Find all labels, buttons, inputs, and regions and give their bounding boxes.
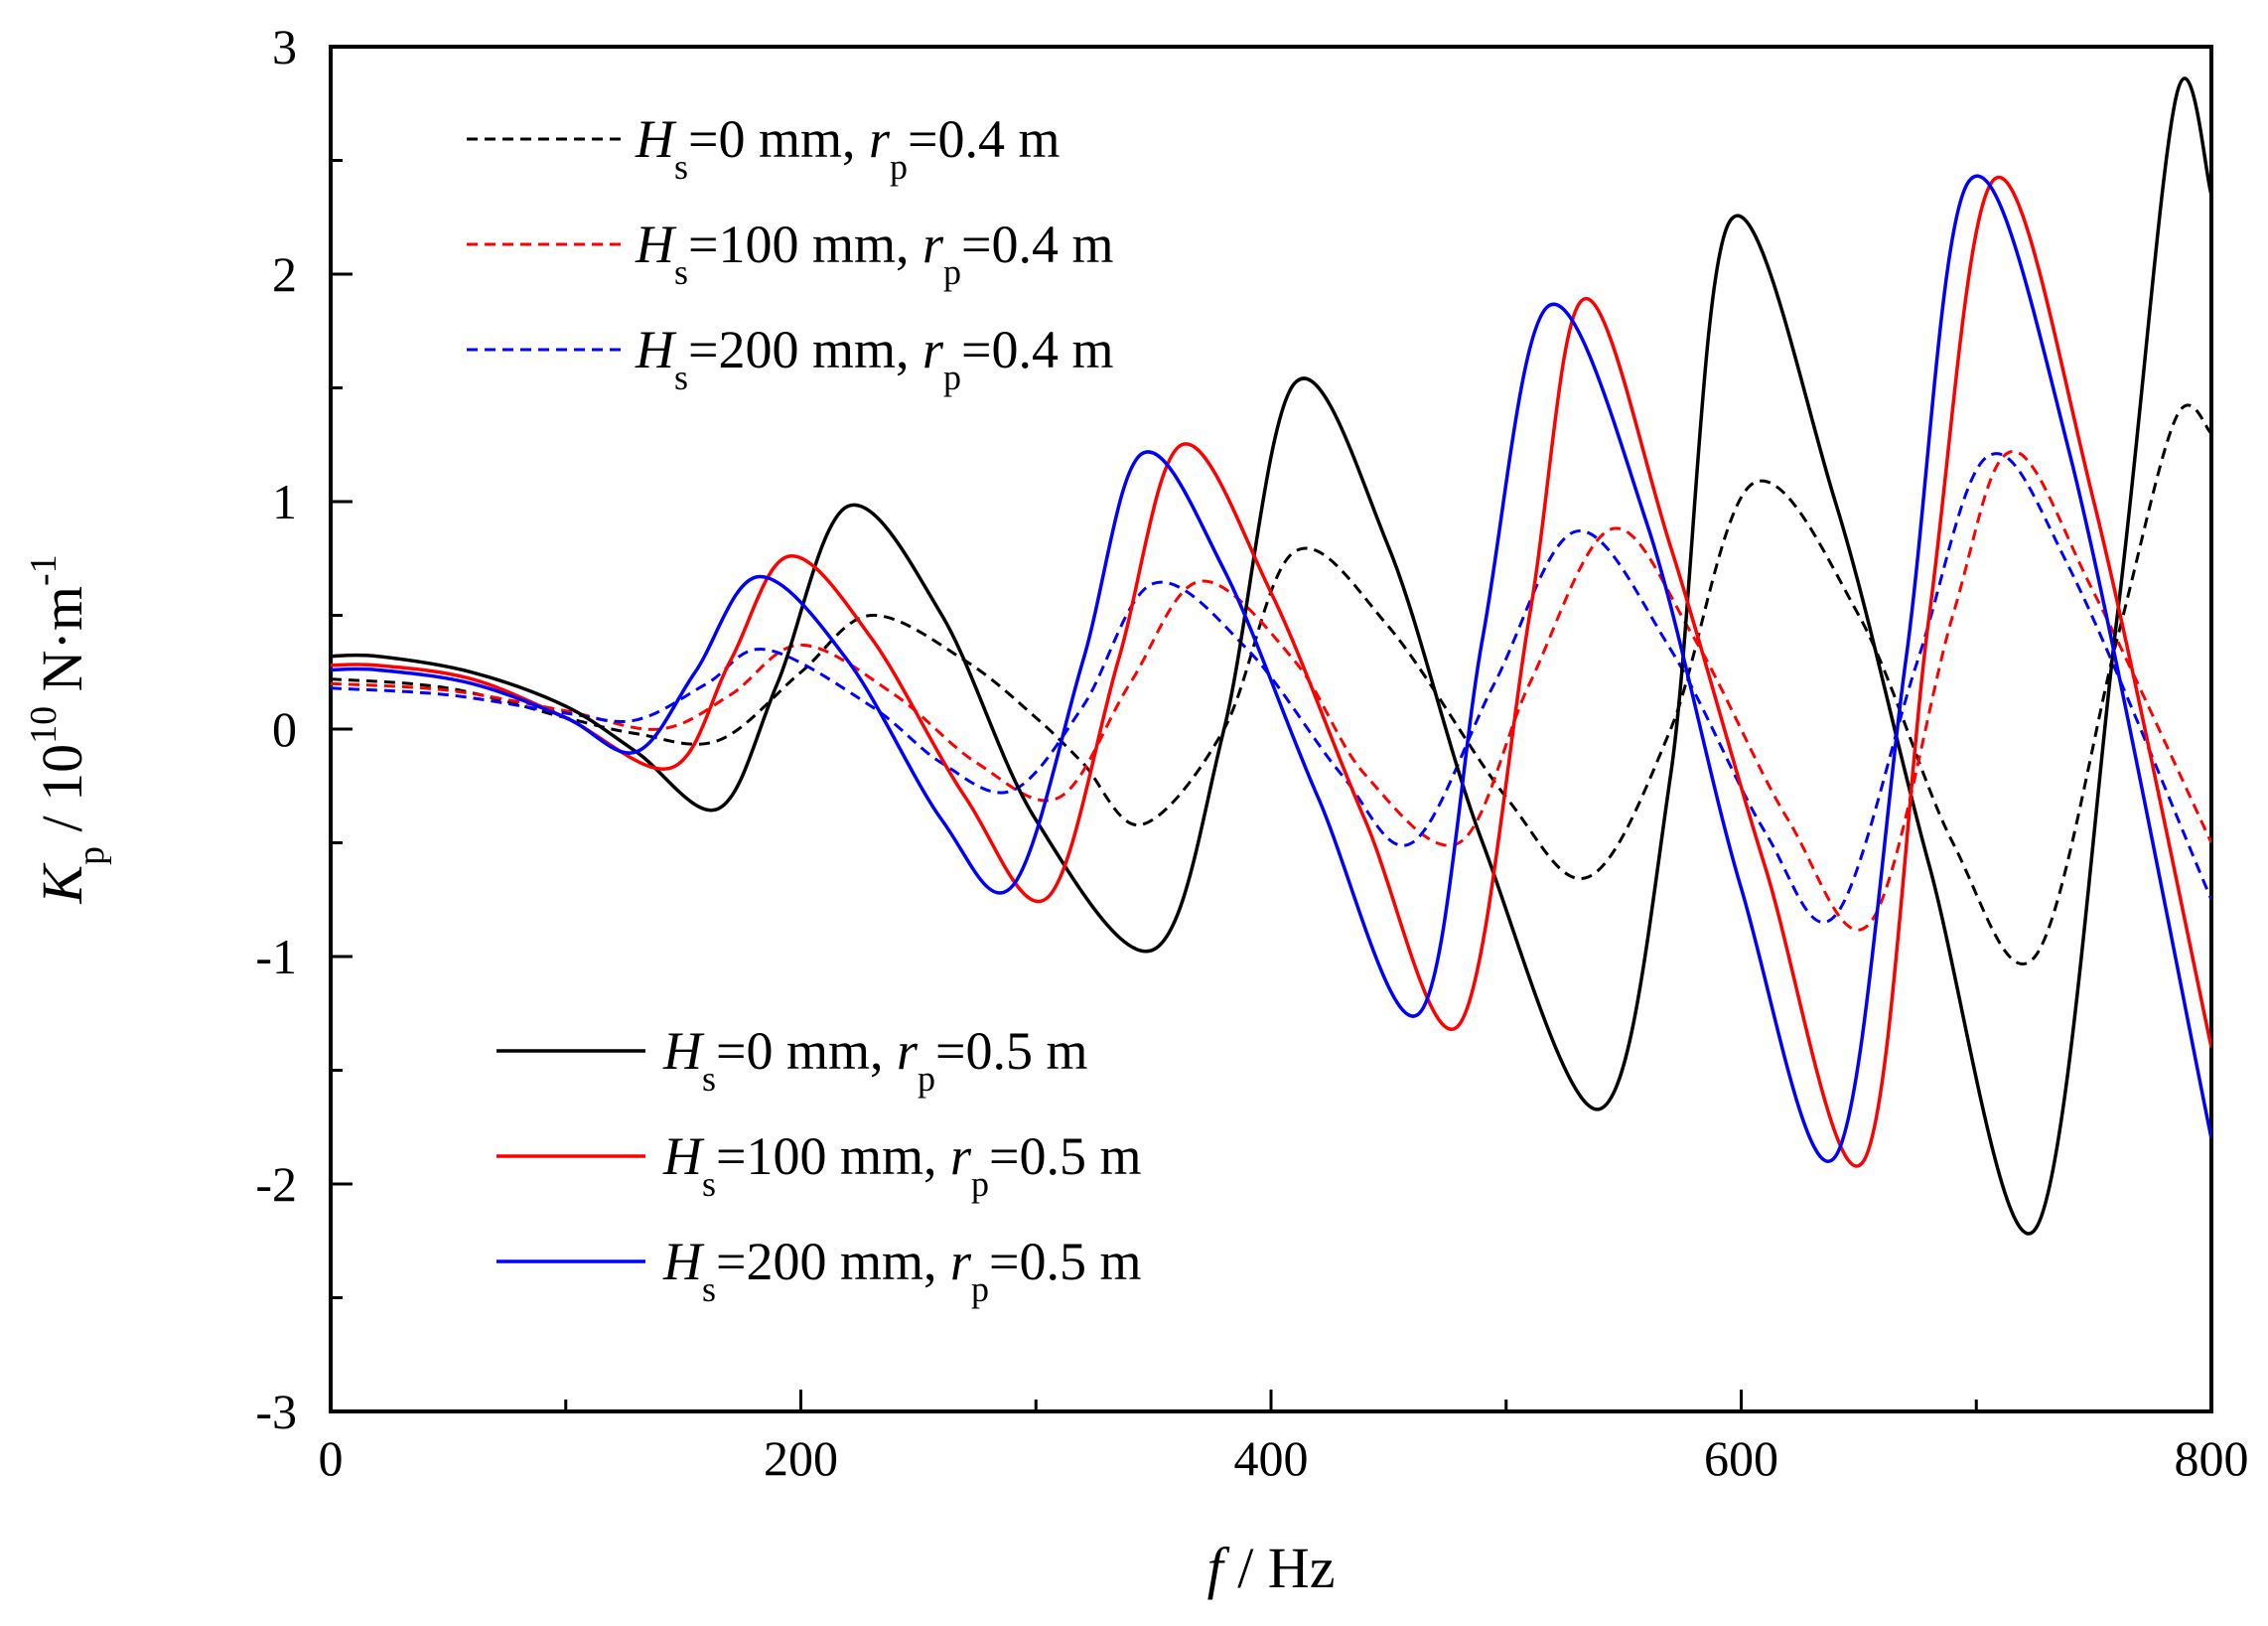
- y-axis-title: Kp / 1010 N·m-1: [23, 554, 112, 904]
- legend-layer: Hs=0 mm, rp=0.4 m Hs=100 mm, rp=0.4 m Hs=2…: [467, 109, 1141, 1309]
- legend-entry-label: Hs=200 mm, rp=0.5 m: [662, 1232, 1141, 1309]
- x-tick-label: 600: [1704, 1430, 1778, 1486]
- y-tick-label: -3: [255, 1384, 297, 1439]
- y-tick-label: -2: [255, 1156, 297, 1212]
- legend-entry-label: Hs=100 mm, rp=0.5 m: [662, 1126, 1141, 1204]
- y-tick-label: 2: [272, 246, 297, 302]
- series-line-3: [331, 76, 2211, 1236]
- series-line-4: [331, 175, 2211, 1168]
- series-line-5: [331, 174, 2211, 1163]
- series-layer: [331, 76, 2211, 1236]
- legend-entry-label: Hs=200 mm, rp=0.4 m: [635, 320, 1113, 397]
- y-tick-label: 1: [272, 474, 297, 529]
- x-tick-label: 200: [764, 1430, 838, 1486]
- series-line-0: [331, 403, 2211, 965]
- x-tick-label: 400: [1234, 1430, 1309, 1486]
- legend-entry-label: Hs=0 mm, rp=0.4 m: [635, 109, 1060, 187]
- legend-entry-label: Hs=100 mm, rp=0.4 m: [635, 215, 1113, 292]
- series-line-2: [331, 452, 2211, 925]
- x-tick-label: 800: [2175, 1430, 2249, 1486]
- series-line-1: [331, 450, 2211, 932]
- axis-ticks: 0 200 400 600 800 -3 -2 -1 0 1 2 3: [255, 19, 2248, 1486]
- legend-entry-label: Hs=0 mm, rp=0.5 m: [662, 1021, 1087, 1099]
- y-tick-label: -1: [255, 929, 297, 984]
- x-tick-label: 0: [319, 1430, 344, 1486]
- x-axis-title: f / Hz: [1207, 1536, 1336, 1600]
- y-tick-label: 0: [272, 701, 297, 757]
- y-tick-label: 3: [272, 19, 297, 74]
